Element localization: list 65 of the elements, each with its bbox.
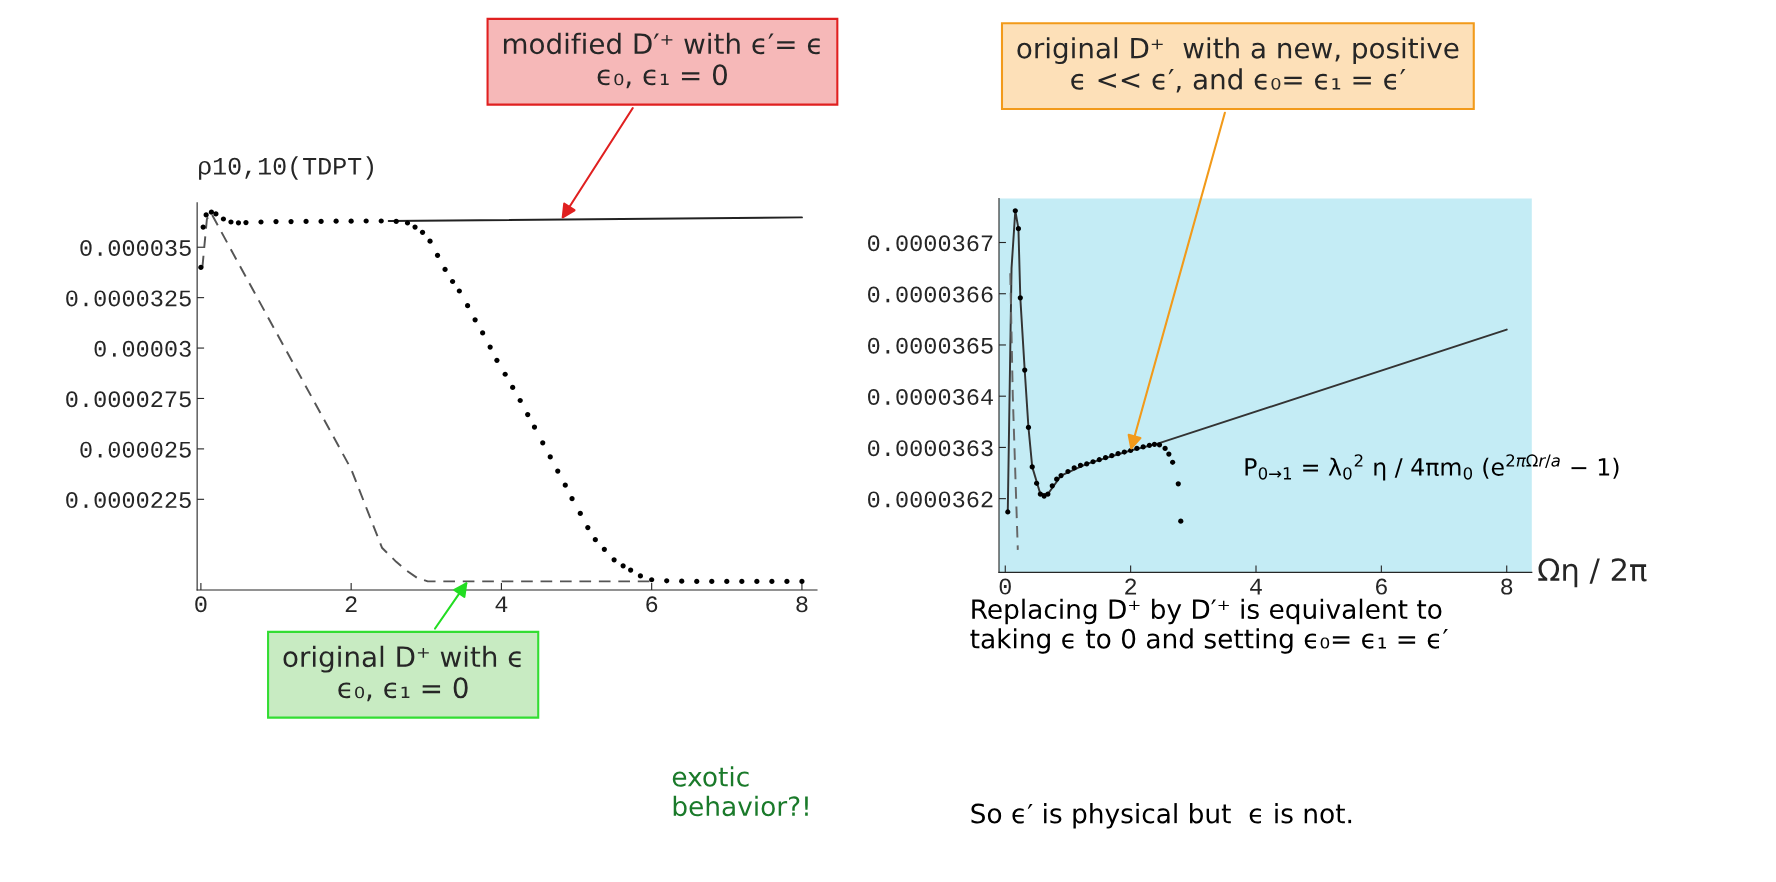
point <box>1146 442 1153 448</box>
point <box>1115 450 1121 457</box>
point <box>1156 442 1163 448</box>
point <box>1049 483 1055 489</box>
point <box>1037 491 1043 497</box>
point <box>1017 295 1023 301</box>
x-tick-label: 8 <box>796 596 808 613</box>
y-tick-label: 0.000025 <box>80 441 191 458</box>
point <box>1175 481 1181 487</box>
x-tick-label: 4 <box>495 596 508 613</box>
x-tick-label: 4 <box>1250 578 1262 595</box>
x-tick-label: 2 <box>345 596 357 613</box>
point <box>1166 451 1172 457</box>
point <box>1128 447 1134 454</box>
point <box>1140 444 1146 450</box>
y-tick-label: 0.000035 <box>80 239 191 257</box>
text: So ϵ′ is physical but ϵ is not. <box>971 803 1352 829</box>
point <box>1058 473 1064 479</box>
x-axis-title: Ωη / 2π <box>1538 558 1647 588</box>
annotation: original D⁺ with ϵ ϵ₀, ϵ₁ = 0 <box>283 645 521 702</box>
point <box>1134 445 1140 452</box>
point <box>1109 453 1115 459</box>
y-tick-label: 0.0000325 <box>66 290 191 307</box>
y-tick-label: 0.0000364 <box>868 388 993 405</box>
y-tick-label: 0.00003 <box>94 340 191 357</box>
point <box>1084 461 1090 467</box>
point <box>1170 459 1176 465</box>
x-tick-label: 0 <box>195 596 207 613</box>
point <box>1034 480 1040 486</box>
point <box>1022 367 1028 373</box>
y-tick-label: 0.0000225 <box>66 492 191 509</box>
point <box>1162 445 1168 452</box>
point <box>1178 518 1184 524</box>
point <box>1029 464 1035 470</box>
x-tick-label: 0 <box>999 578 1011 595</box>
point <box>1065 468 1071 475</box>
point <box>1121 449 1127 455</box>
x-tick-label: 6 <box>1376 578 1387 595</box>
point <box>1077 462 1084 468</box>
point <box>1015 226 1022 232</box>
y-tick-label: 0.0000275 <box>66 391 191 408</box>
text: exotic behavior?! <box>672 766 808 817</box>
text: P$_{0→1}$ = λ$_{0}$$^{2}$ η / 4πm$_{0}$ (e$^{2πΩr/a}$ − 1) <box>1245 454 1619 481</box>
y-tick-label: 0.0000366 <box>868 286 993 303</box>
point <box>1102 455 1109 461</box>
y-tick-label: 0.0000362 <box>868 491 993 508</box>
annotation: modified D′⁺ with ϵ′= ϵ ϵ₀, ϵ₁ = 0 <box>503 32 820 89</box>
point <box>1054 476 1060 482</box>
text: Replacing D⁺ by D′⁺ is equivalent to taking ϵ to 0 and setting ϵ₀= ϵ₁ = ϵ′ <box>970 598 1448 654</box>
point <box>1096 457 1102 463</box>
y-tick-label: 0.0000365 <box>868 337 993 354</box>
x-tick-label: 2 <box>1125 578 1137 595</box>
point <box>1005 509 1011 515</box>
y-tick-label: 0.0000367 <box>868 235 993 252</box>
y-axis-title: ρ10,10(TDPT) <box>199 156 373 180</box>
point <box>1090 459 1096 465</box>
point <box>1012 208 1018 214</box>
point <box>1025 424 1032 431</box>
x-tick-label: 6 <box>646 596 658 613</box>
point <box>1045 491 1051 497</box>
point <box>1071 465 1077 471</box>
x-tick-label: 8 <box>1501 578 1513 595</box>
point <box>1151 441 1158 447</box>
y-tick-label: 0.0000363 <box>868 440 993 457</box>
annotation: original D⁺ with a new, positive ϵ << ϵ′, and ϵ₀= ϵ₁ = ϵ′ <box>1017 37 1459 93</box>
